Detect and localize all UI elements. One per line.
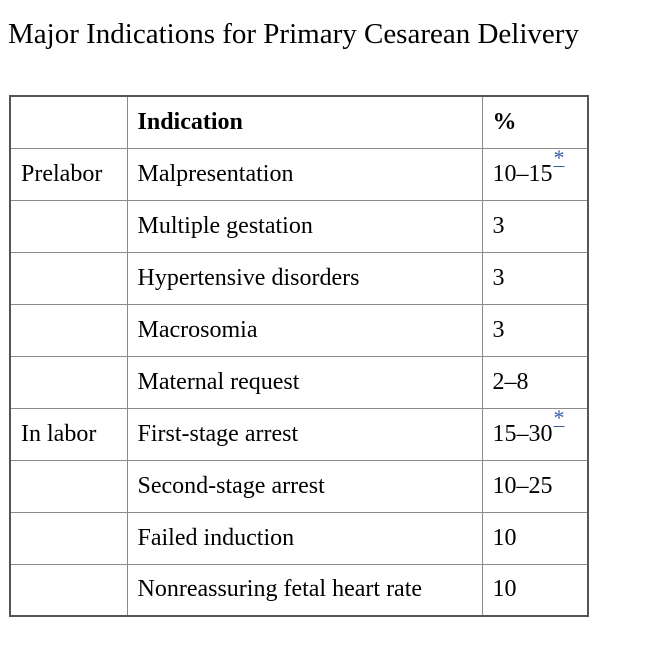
percent-value: 10–15 [492, 160, 553, 187]
percent-cell: 3 [481, 303, 589, 357]
percent-value-wrap: 15–30 * [492, 406, 565, 448]
header-indication: Indication [126, 95, 483, 149]
percent-cell: 10–25 [481, 459, 589, 513]
table-row: Second-stage arrest 10–25 [9, 459, 589, 513]
percent-value: 15–30 [492, 420, 553, 447]
header-percent: % [481, 95, 589, 149]
page-title: Major Indications for Primary Cesarean D… [8, 18, 579, 50]
header-group [9, 95, 128, 149]
group-cell [9, 355, 128, 409]
table-row: Hypertensive disorders 3 [9, 251, 589, 305]
group-cell [9, 199, 128, 253]
group-cell [9, 251, 128, 305]
table-row: Macrosomia 3 [9, 303, 589, 357]
percent-cell: 10 [481, 511, 589, 565]
table-row: Nonreassuring fetal heart rate 10 [9, 563, 589, 617]
table-row: Failed induction 10 [9, 511, 589, 565]
indication-cell: Second-stage arrest [126, 459, 483, 513]
group-cell [9, 303, 128, 357]
table-row: Maternal request 2–8 [9, 355, 589, 409]
percent-cell: 3 [481, 251, 589, 305]
indication-cell: Failed induction [126, 511, 483, 565]
percent-cell: 3 [481, 199, 589, 253]
indication-cell: Maternal request [126, 355, 483, 409]
percent-value-wrap: 10–15 * [492, 146, 565, 188]
percent-cell: 2–8 [481, 355, 589, 409]
footnote-link[interactable]: * [553, 404, 565, 430]
indication-cell: Malpresentation [126, 147, 483, 201]
group-cell [9, 511, 128, 565]
indications-table: Indication % Prelabor Malpresentation 10… [9, 95, 589, 617]
percent-cell: 10 [481, 563, 589, 617]
percent-cell: 10–15 * [481, 146, 589, 201]
indication-cell: Multiple gestation [126, 199, 483, 253]
group-cell [9, 459, 128, 513]
indication-cell: Macrosomia [126, 303, 483, 357]
group-cell [9, 563, 128, 617]
group-cell: Prelabor [9, 147, 128, 201]
percent-cell: 15–30 * [481, 406, 589, 461]
group-cell: In labor [9, 407, 128, 461]
table-row: Prelabor Malpresentation 10–15 * [9, 146, 589, 201]
indication-cell: First-stage arrest [126, 407, 483, 461]
table-row: Multiple gestation 3 [9, 199, 589, 253]
indication-cell: Nonreassuring fetal heart rate [126, 563, 483, 617]
footnote-link[interactable]: * [553, 144, 565, 170]
table-row: In labor First-stage arrest 15–30 * [9, 406, 589, 461]
table-header-row: Indication % [9, 95, 589, 149]
indication-cell: Hypertensive disorders [126, 251, 483, 305]
